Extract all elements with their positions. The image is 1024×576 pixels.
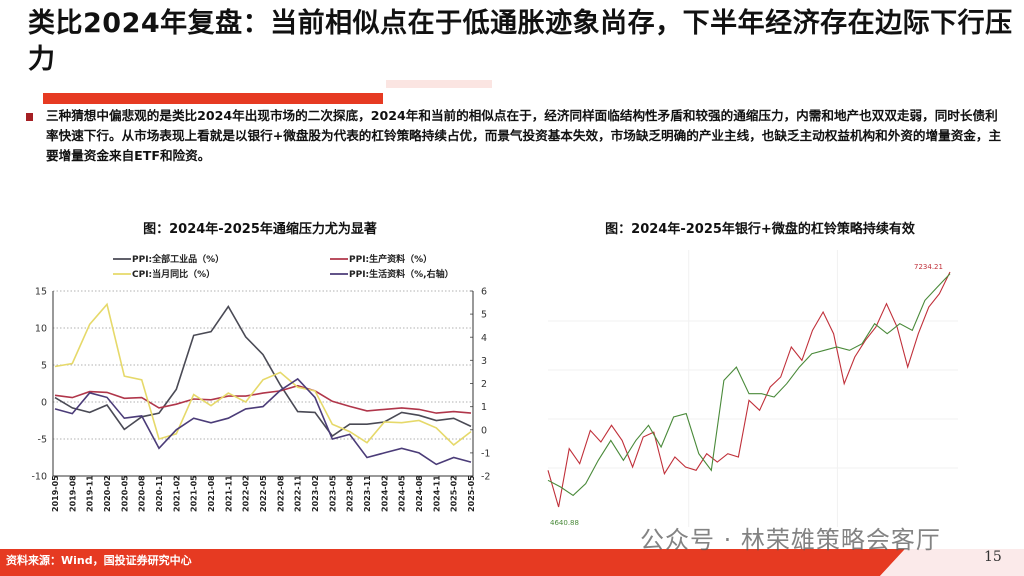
y-tick-label: 15 [35, 287, 47, 298]
right-chart-title: 图：2024年-2025年银行+微盘的杠铃策略持续有效 [605, 222, 915, 237]
y-tick-label: -10 [31, 472, 47, 483]
series-line [54, 302, 472, 446]
body-text: 三种猜想中偏悲观的是类比2024年出现市场的二次探底，2024年和当前的相似点在… [46, 108, 1002, 163]
series-line [54, 304, 472, 438]
x-tick-label: 2020-05 [120, 475, 129, 512]
x-tick-label: 2023-11 [363, 475, 372, 512]
x-tick-label: 2024-02 [380, 475, 389, 512]
left-chart-title: 图：2024年-2025年通缩压力尤为显著 [143, 222, 377, 237]
y2-tick-label: 5 [481, 310, 487, 321]
series-line [547, 271, 951, 508]
min-value-label: 4640.88 [550, 519, 579, 527]
slide-title: 类比2024年复盘：当前相似点在于低通胀迹象尚存，下半年经济存在边际下行压力 [28, 8, 1013, 75]
x-tick-label: 2024-05 [398, 475, 407, 512]
title-underline-bar [43, 93, 383, 104]
x-tick-label: 2022-08 [276, 475, 285, 512]
y2-tick-label: 4 [481, 333, 487, 344]
x-tick-label: 2020-11 [155, 475, 164, 512]
x-tick-label: 2024-11 [432, 475, 441, 512]
y2-tick-label: -1 [481, 448, 490, 459]
x-tick-label: 2025-05 [467, 475, 476, 512]
series-line [547, 273, 951, 497]
y-tick-label: 5 [41, 361, 47, 372]
y-tick-label: 10 [35, 324, 47, 335]
series-line [54, 377, 472, 466]
x-tick-label: 2023-05 [328, 475, 337, 512]
x-tick-label: 2023-02 [311, 475, 320, 512]
y2-tick-label: 3 [481, 356, 487, 367]
x-tick-label: 2025-02 [450, 475, 459, 512]
source-note: 资料来源：Wind，国投证券研究中心 [6, 554, 192, 567]
y-tick-label: 0 [41, 398, 47, 409]
x-tick-label: 2021-11 [224, 475, 233, 512]
footer-band [0, 549, 1024, 576]
x-tick-label: 2022-02 [242, 475, 251, 512]
y-tick-label: -5 [38, 435, 47, 446]
x-tick-label: 2021-02 [172, 475, 181, 512]
title-accent-faint [386, 80, 492, 88]
y2-tick-label: -2 [481, 472, 490, 483]
series-line [54, 384, 472, 414]
x-tick-label: 2021-05 [190, 475, 199, 512]
legend-label: PPI:生活资料（%,右轴） [349, 268, 454, 280]
barbell-strategy-chart: 7234.21 4640.88 [547, 250, 958, 527]
x-tick-label: 2019-11 [86, 475, 95, 512]
x-tick-label: 2022-11 [294, 475, 303, 512]
y2-tick-label: 6 [481, 287, 487, 298]
watermark: 公众号 · 林荣雄策略会客厅 [640, 526, 941, 554]
x-tick-label: 2019-08 [68, 475, 77, 512]
x-tick-label: 2019-05 [51, 475, 60, 512]
x-tick-label: 2021-08 [207, 475, 216, 512]
page-number: 15 [984, 549, 1002, 565]
y2-tick-label: 2 [481, 379, 487, 390]
max-value-label: 7234.21 [914, 263, 943, 271]
y2-tick-label: 0 [481, 425, 487, 436]
x-tick-label: 2020-08 [138, 475, 147, 512]
x-tick-label: 2024-08 [415, 475, 424, 512]
legend-label: PPI:生产资料（%） [349, 253, 432, 265]
x-tick-label: 2022-05 [259, 475, 268, 512]
x-tick-label: 2020-02 [103, 475, 112, 512]
legend-label: PPI:全部工业品（%） [132, 253, 224, 265]
legend-label: CPI:当月同比（%） [132, 268, 215, 280]
x-tick-label: 2023-08 [346, 475, 355, 512]
y2-tick-label: 1 [481, 402, 487, 413]
bullet-icon [26, 113, 33, 121]
